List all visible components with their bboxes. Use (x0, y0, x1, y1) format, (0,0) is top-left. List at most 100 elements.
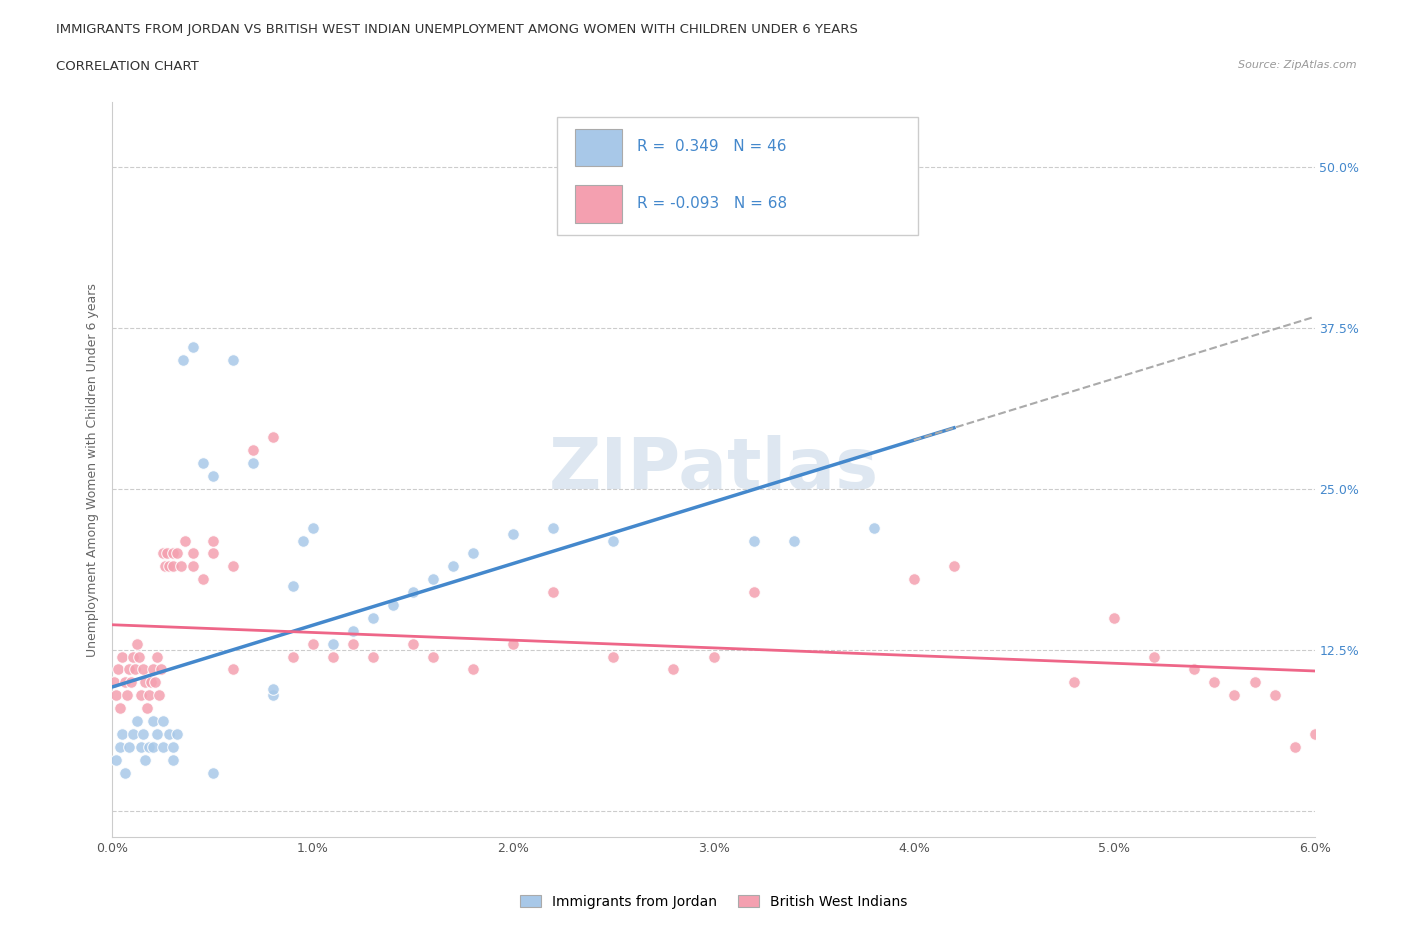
Point (162, 739, 184, 754)
Point (162, 559, 184, 574)
Point (181, 339, 204, 354)
Point (302, 520, 325, 535)
Point (125, 636, 148, 651)
Point (1264, 688, 1286, 703)
Point (103, 675, 125, 690)
Point (1104, 610, 1126, 625)
Point (943, 559, 966, 574)
Point (162, 546, 184, 561)
Text: ZIPatlas: ZIPatlas (548, 435, 879, 504)
Point (262, 682, 284, 697)
Point (322, 649, 344, 664)
Point (110, 700, 132, 715)
Point (111, 649, 134, 664)
Text: IMMIGRANTS FROM JORDAN VS BRITISH WEST INDIAN UNEMPLOYMENT AMONG WOMEN WITH CHIL: IMMIGRANTS FROM JORDAN VS BRITISH WEST I… (56, 23, 858, 36)
Point (121, 726, 143, 741)
Point (135, 700, 157, 715)
Point (110, 739, 132, 754)
Point (134, 752, 156, 767)
Point (131, 662, 153, 677)
Point (152, 546, 174, 561)
Point (114, 765, 136, 780)
Point (402, 585, 425, 600)
Point (262, 430, 284, 445)
Point (181, 546, 204, 561)
Point (169, 559, 191, 574)
Point (153, 559, 176, 574)
Point (342, 623, 364, 638)
Point (191, 456, 214, 471)
Point (502, 636, 524, 651)
Point (402, 636, 425, 651)
Point (157, 559, 180, 574)
Point (173, 533, 195, 548)
Point (201, 546, 224, 561)
Point (1284, 739, 1306, 754)
Point (422, 572, 444, 587)
Point (262, 688, 284, 703)
Point (181, 559, 204, 574)
Point (128, 649, 150, 664)
Point (141, 662, 163, 677)
Point (543, 585, 565, 600)
Text: CORRELATION CHART: CORRELATION CHART (56, 60, 200, 73)
Point (543, 520, 565, 535)
Point (742, 533, 765, 548)
Point (322, 636, 344, 651)
Point (111, 726, 134, 741)
Point (114, 675, 136, 690)
Point (222, 559, 245, 574)
Point (148, 688, 170, 703)
Point (105, 688, 128, 703)
Point (1143, 649, 1166, 664)
Point (120, 675, 142, 690)
Point (131, 726, 153, 741)
Point (281, 649, 304, 664)
Point (242, 443, 264, 458)
Point (782, 533, 804, 548)
Legend: Immigrants from Jordan, British West Indians: Immigrants from Jordan, British West Ind… (515, 889, 912, 914)
Point (162, 752, 184, 767)
Point (302, 636, 325, 651)
Point (117, 739, 139, 754)
Point (117, 662, 139, 677)
Point (157, 726, 180, 741)
Point (134, 675, 156, 690)
Point (702, 649, 725, 664)
Point (107, 662, 129, 677)
Point (361, 649, 384, 664)
Point (1303, 726, 1326, 741)
Point (121, 649, 143, 664)
Point (742, 585, 765, 600)
Point (155, 546, 177, 561)
Point (201, 469, 224, 484)
Point (361, 610, 384, 625)
Point (166, 726, 188, 741)
Point (422, 649, 444, 664)
Point (242, 456, 264, 471)
Point (201, 533, 224, 548)
Point (222, 662, 245, 677)
Y-axis label: Unemployment Among Women with Children Under 6 years: Unemployment Among Women with Children U… (86, 283, 100, 657)
Point (152, 739, 174, 754)
Point (105, 752, 128, 767)
Point (145, 649, 167, 664)
Point (143, 675, 166, 690)
Point (139, 675, 162, 690)
Point (1204, 675, 1226, 690)
Point (382, 598, 405, 613)
Point (1243, 675, 1265, 690)
Point (191, 572, 214, 587)
Point (1223, 688, 1246, 703)
Point (862, 520, 886, 535)
Point (172, 352, 194, 367)
Point (342, 636, 364, 651)
Point (141, 739, 163, 754)
Point (149, 662, 172, 677)
Point (903, 572, 925, 587)
Point (129, 688, 152, 703)
Point (461, 662, 484, 677)
Point (141, 713, 163, 728)
Point (222, 352, 245, 367)
Point (461, 546, 484, 561)
